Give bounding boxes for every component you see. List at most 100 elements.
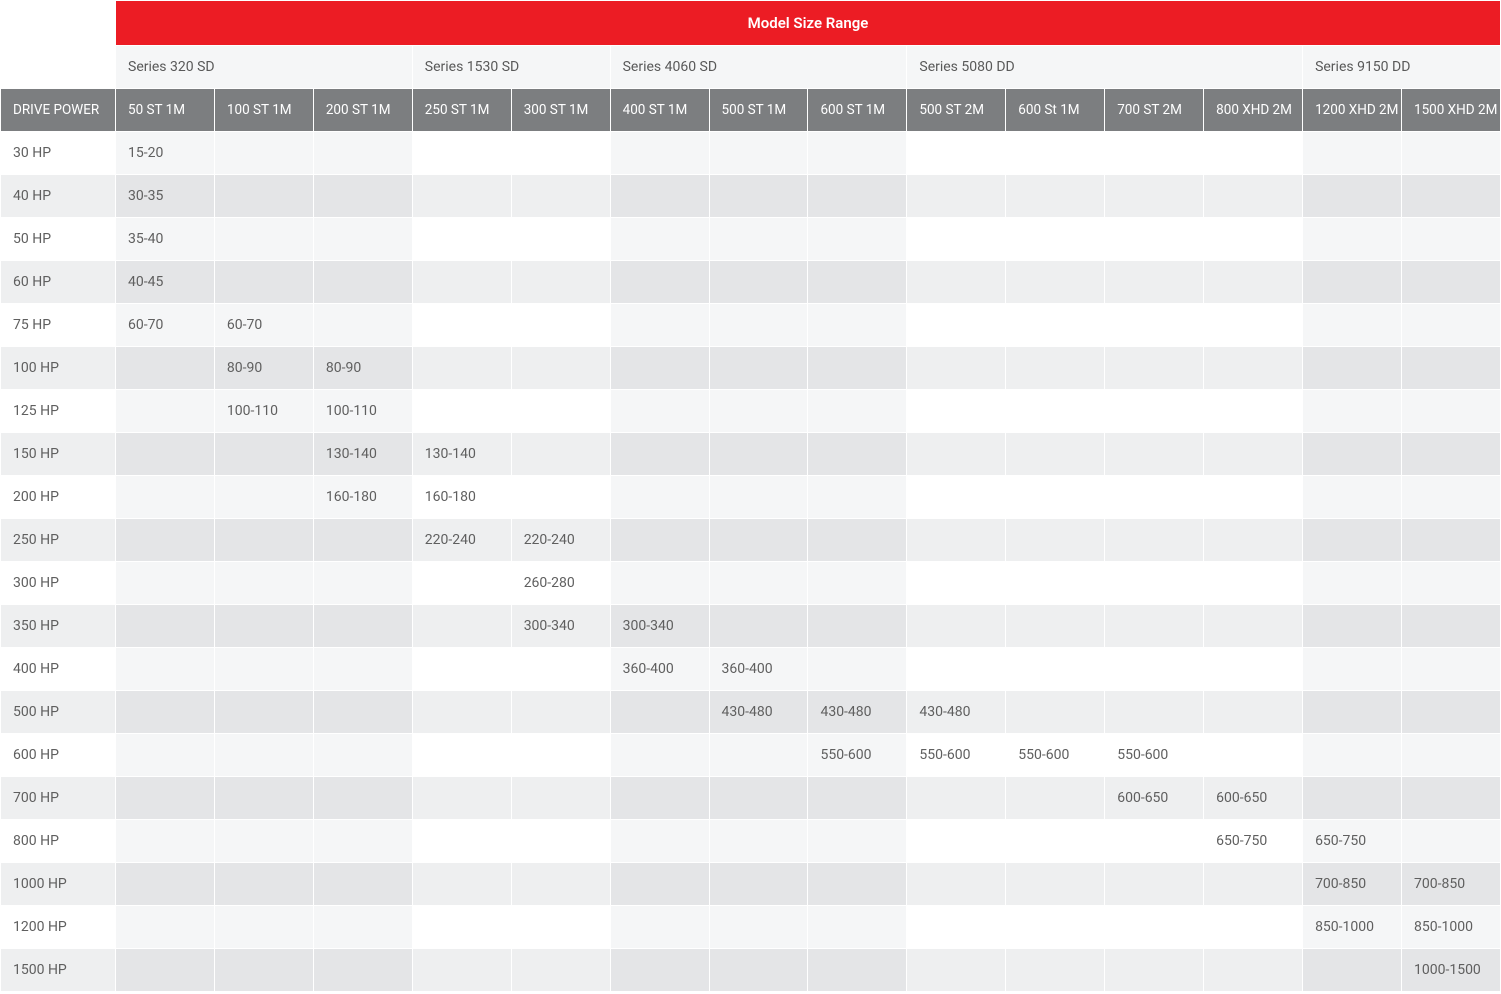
data-cell bbox=[214, 691, 313, 734]
data-cell bbox=[907, 820, 1006, 863]
data-cell bbox=[1006, 605, 1105, 648]
data-cell bbox=[214, 734, 313, 777]
data-cell bbox=[610, 863, 709, 906]
data-cell bbox=[1303, 347, 1402, 390]
data-cell: 700-850 bbox=[1303, 863, 1402, 906]
data-cell bbox=[1303, 390, 1402, 433]
data-cell: 600-650 bbox=[1204, 777, 1303, 820]
data-cell bbox=[1105, 605, 1204, 648]
data-cell bbox=[1401, 132, 1500, 175]
series-header: Series 9150 DD bbox=[1303, 46, 1501, 89]
data-cell bbox=[313, 734, 412, 777]
table-row: 400 HP360-400360-400 bbox=[1, 648, 1501, 691]
data-cell bbox=[1401, 304, 1500, 347]
data-cell bbox=[116, 562, 215, 605]
data-cell bbox=[808, 949, 907, 992]
data-cell bbox=[1105, 433, 1204, 476]
drive-power-label: 150 HP bbox=[1, 433, 116, 476]
data-cell bbox=[808, 605, 907, 648]
data-cell bbox=[1105, 519, 1204, 562]
rowhead-label: DRIVE POWER bbox=[1, 89, 116, 132]
data-cell bbox=[610, 949, 709, 992]
data-cell bbox=[709, 476, 808, 519]
model-header: 500 ST 1M bbox=[709, 89, 808, 132]
data-cell bbox=[313, 304, 412, 347]
banner-title: Model Size Range bbox=[116, 1, 1501, 46]
drive-power-label: 75 HP bbox=[1, 304, 116, 347]
data-cell bbox=[412, 906, 511, 949]
data-cell bbox=[511, 820, 610, 863]
data-cell bbox=[610, 906, 709, 949]
data-cell: 130-140 bbox=[313, 433, 412, 476]
data-cell bbox=[412, 347, 511, 390]
model-header: 1200 XHD 2M bbox=[1303, 89, 1402, 132]
data-cell bbox=[1303, 433, 1402, 476]
data-cell bbox=[610, 734, 709, 777]
corner-cell bbox=[1, 46, 116, 89]
data-cell bbox=[1105, 562, 1204, 605]
data-cell bbox=[1204, 648, 1303, 691]
data-cell bbox=[808, 175, 907, 218]
data-cell bbox=[313, 691, 412, 734]
table-row: 50 HP35-40 bbox=[1, 218, 1501, 261]
drive-power-label: 700 HP bbox=[1, 777, 116, 820]
data-cell bbox=[511, 304, 610, 347]
data-cell bbox=[610, 519, 709, 562]
table-row: 600 HP550-600550-600550-600550-600 bbox=[1, 734, 1501, 777]
model-header: 800 XHD 2M bbox=[1204, 89, 1303, 132]
data-cell: 360-400 bbox=[709, 648, 808, 691]
data-cell bbox=[808, 304, 907, 347]
data-cell bbox=[1401, 175, 1500, 218]
table-row: 1500 HP1000-1500 bbox=[1, 949, 1501, 992]
data-cell: 600-650 bbox=[1105, 777, 1204, 820]
data-cell bbox=[1303, 605, 1402, 648]
data-cell bbox=[214, 605, 313, 648]
data-cell bbox=[1006, 218, 1105, 261]
data-cell bbox=[313, 906, 412, 949]
data-cell: 650-750 bbox=[1204, 820, 1303, 863]
data-cell bbox=[907, 390, 1006, 433]
drive-power-label: 600 HP bbox=[1, 734, 116, 777]
data-cell bbox=[214, 519, 313, 562]
data-cell bbox=[709, 519, 808, 562]
data-cell: 40-45 bbox=[116, 261, 215, 304]
data-cell bbox=[313, 605, 412, 648]
table-row: 30 HP15-20 bbox=[1, 132, 1501, 175]
data-cell bbox=[511, 218, 610, 261]
data-cell bbox=[1204, 433, 1303, 476]
data-cell bbox=[1105, 863, 1204, 906]
data-cell: 35-40 bbox=[116, 218, 215, 261]
data-cell bbox=[1105, 347, 1204, 390]
data-cell bbox=[1006, 691, 1105, 734]
data-cell bbox=[808, 648, 907, 691]
data-cell bbox=[313, 218, 412, 261]
data-cell: 300-340 bbox=[610, 605, 709, 648]
data-cell: 80-90 bbox=[313, 347, 412, 390]
data-cell bbox=[313, 519, 412, 562]
data-cell bbox=[1006, 433, 1105, 476]
data-cell: 430-480 bbox=[907, 691, 1006, 734]
data-cell bbox=[313, 648, 412, 691]
data-cell bbox=[1204, 734, 1303, 777]
data-cell bbox=[907, 261, 1006, 304]
data-cell bbox=[1006, 132, 1105, 175]
table-row: 500 HP430-480430-480430-480 bbox=[1, 691, 1501, 734]
data-cell bbox=[511, 476, 610, 519]
data-cell bbox=[709, 863, 808, 906]
data-cell bbox=[214, 906, 313, 949]
table-row: 350 HP300-340300-340 bbox=[1, 605, 1501, 648]
data-cell: 260-280 bbox=[511, 562, 610, 605]
table-row: 40 HP30-35 bbox=[1, 175, 1501, 218]
drive-power-label: 300 HP bbox=[1, 562, 116, 605]
table-row: 250 HP220-240220-240 bbox=[1, 519, 1501, 562]
data-cell bbox=[610, 691, 709, 734]
data-cell bbox=[1401, 261, 1500, 304]
data-cell bbox=[116, 863, 215, 906]
data-cell bbox=[1204, 906, 1303, 949]
data-cell bbox=[116, 906, 215, 949]
data-cell: 430-480 bbox=[709, 691, 808, 734]
data-cell bbox=[511, 347, 610, 390]
data-cell bbox=[808, 906, 907, 949]
data-cell bbox=[709, 261, 808, 304]
data-cell: 80-90 bbox=[214, 347, 313, 390]
